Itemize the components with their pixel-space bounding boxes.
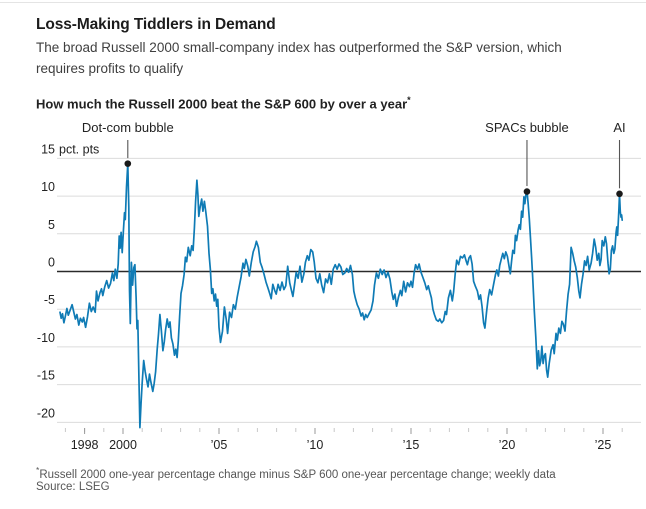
y-axis-unit-label: pct. pts [59,142,99,156]
annotation-ai: AI [613,120,626,135]
y-axis-tick-label: 15 [41,142,55,156]
x-axis-tick-label: ’20 [499,438,516,452]
x-axis-tick-label: ’25 [595,438,612,452]
top-divider [0,2,646,3]
y-axis-tick-label: -10 [37,331,55,345]
y-axis-tick-label: 10 [41,180,55,194]
y-axis-tick-label: -15 [37,369,55,383]
source-line: Source: LSEG [36,481,110,493]
footnote: *Russell 2000 one-year percentage change… [36,464,632,484]
x-axis-tick-label: ’15 [403,438,420,452]
x-axis-tick-label: 1998 [71,438,99,452]
footnote-marker: * [36,465,40,475]
annotation-dot [523,188,531,195]
x-axis-tick-label: ’10 [307,438,324,452]
annotation-dot [616,190,623,198]
y-axis-tick-label: -5 [44,293,55,307]
x-axis-tick-label: 2000 [109,438,137,452]
y-axis-tick-label: -20 [37,406,55,420]
annotation-dotcom-bubble: Dot-com bubble [81,120,174,135]
figure-subtitle: The broad Russell 2000 small-company ind… [36,40,562,76]
chart-label: How much the Russell 2000 beat the S&P 6… [36,95,636,111]
series-line [59,162,624,429]
annotation-dot [124,160,132,167]
footnote-text: Russell 2000 one-year percentage change … [39,468,556,481]
chart-label-footnote-marker: * [407,95,411,105]
x-axis-tick-label: ’05 [211,438,228,452]
annotation-spacs-bubble: SPACs bubble [485,120,569,135]
chart-label-text: How much the Russell 2000 beat the S&P 6… [36,96,408,112]
y-axis-tick-label: 5 [48,218,55,232]
figure-title: Loss-Making Tiddlers in Demand [36,16,276,33]
y-axis-tick-label: 0 [48,256,55,270]
